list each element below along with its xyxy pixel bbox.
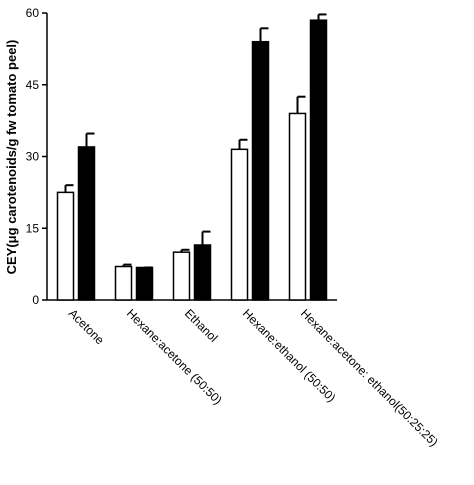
bar (288, 112, 307, 301)
bar (114, 265, 133, 301)
y-tick-label: 30 (26, 150, 40, 164)
bar (193, 244, 212, 301)
x-tick-label: Hexane:acetone (50:50) (124, 306, 225, 407)
error-bar (122, 263, 132, 267)
y-axis-label: CEY(μg carotenoids/g fw tomato peel) (4, 40, 19, 275)
bar (135, 266, 154, 301)
error-bar (64, 184, 74, 193)
bar (230, 148, 249, 301)
bar (56, 191, 75, 301)
y-tick-label: 45 (26, 78, 40, 92)
error-bar (180, 248, 190, 253)
x-tick-label: Acetone (66, 306, 107, 347)
error-bar (296, 95, 306, 114)
bar (172, 251, 191, 301)
y-tick-label: 60 (26, 6, 40, 20)
error-bar (201, 230, 211, 245)
bar (251, 40, 270, 301)
bar (309, 19, 328, 301)
error-bar (85, 132, 95, 147)
y-tick-label: 15 (26, 221, 40, 235)
bar (77, 146, 96, 301)
error-bar (259, 27, 269, 42)
x-tick-label: Ethanol (182, 306, 221, 345)
error-bar (238, 138, 248, 150)
y-tick-label: 0 (32, 293, 39, 307)
error-bar (317, 13, 327, 21)
